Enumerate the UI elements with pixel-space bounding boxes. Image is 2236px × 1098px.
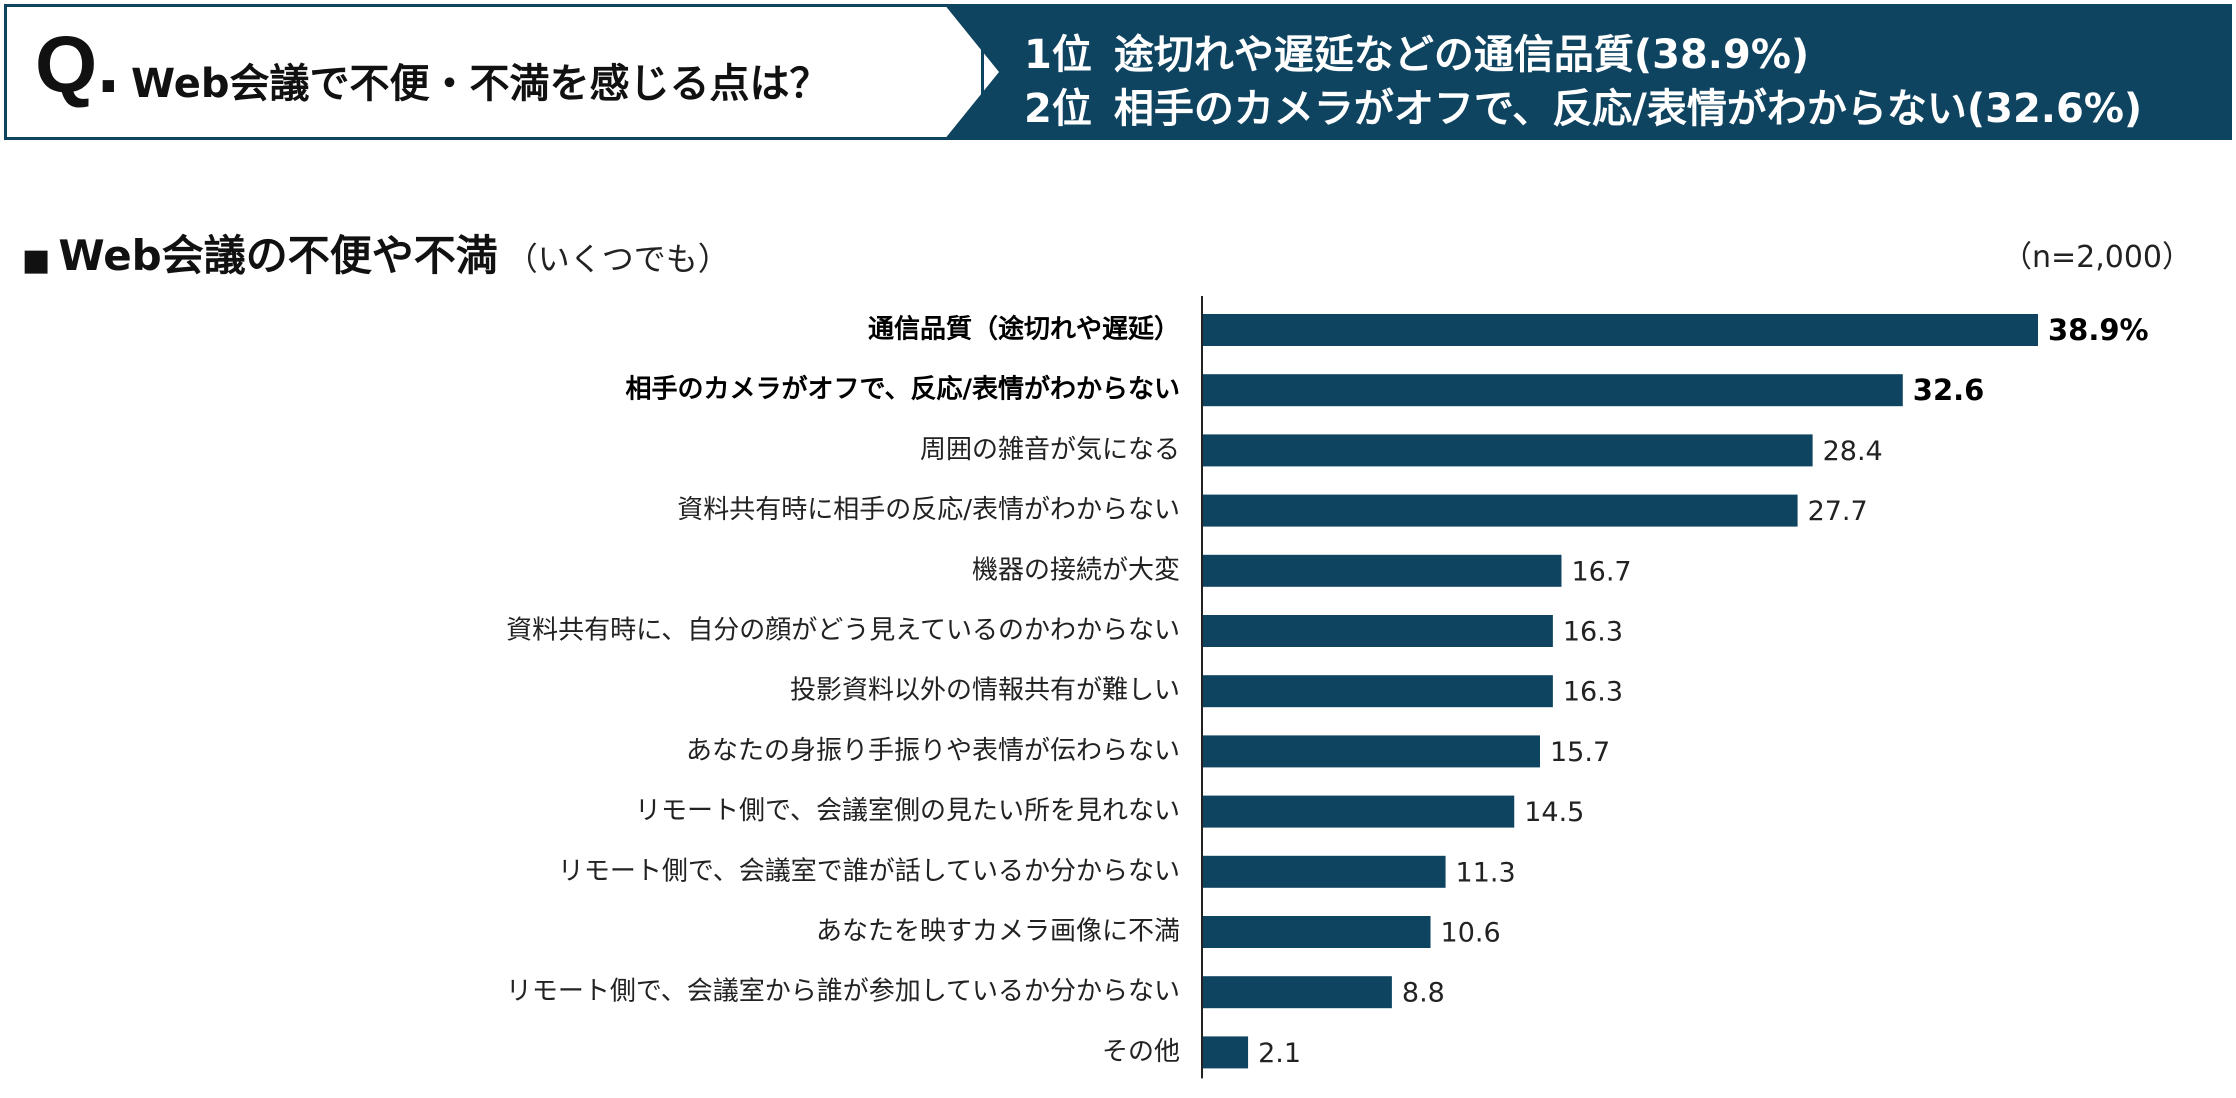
bar [1203, 314, 2038, 346]
bar-chart: 通信品質（途切れや遅延） 38.9% 相手のカメラがオフで、反応/表情がわからない 3… [506, 296, 2149, 1079]
rank-1-line: 1位 途切れや遅延などの通信品質(38.9%) [1024, 22, 1809, 80]
bar [1203, 615, 1553, 647]
value-label: 16.3 [1563, 677, 1623, 708]
bar [1203, 434, 1813, 467]
rank-1-text: 途切れや遅延などの通信品質(38.9%) [1113, 32, 1810, 78]
value-label: 2.1 [1258, 1038, 1301, 1069]
question-box: Q. Web会議で不便・不満を感じる点は？ [4, 4, 984, 140]
bar [1203, 675, 1553, 708]
question-mark: Q. [35, 20, 120, 109]
bar [1203, 1036, 1249, 1069]
category-label: あなたの身振り手振りや表情が伝わらない [686, 736, 1180, 766]
value-label: 15.7 [1550, 737, 1610, 768]
chart-title: ■ Web会議の不便や不満 （いくつでも） [22, 222, 730, 283]
category-label: 相手のカメラがオフで、反応/表情がわからない [626, 374, 1180, 405]
bar [1203, 855, 1446, 888]
category-label: 機器の接続が大変 [972, 555, 1180, 585]
category-label: その他 [1102, 1037, 1180, 1067]
category-label: 資料共有時に相手の反応/表情がわからない [677, 495, 1180, 525]
category-label: 通信品質（途切れや遅延） [868, 314, 1180, 345]
rank-2-label: 2位 [1024, 86, 1092, 132]
square-bullet-icon: ■ [22, 243, 51, 278]
bars-group: 通信品質（途切れや遅延） 38.9% 相手のカメラがオフで、反応/表情がわからない 3… [506, 313, 2149, 1069]
question-header: Q. Web会議で不便・不満を感じる点は？ 1位 途切れや遅延などの通信品質(38… [4, 4, 2232, 140]
value-label: 8.8 [1402, 978, 1445, 1009]
category-label: あなたを映すカメラ画像に不満 [816, 917, 1180, 947]
value-label: 38.9% [2048, 313, 2149, 347]
value-label: 11.3 [1456, 857, 1516, 888]
bar [1203, 554, 1562, 587]
rank-1-label: 1位 [1024, 32, 1092, 78]
bar [1203, 735, 1541, 768]
answer-banner: 1位 途切れや遅延などの通信品質(38.9%) 2位 相手のカメラがオフで、反応/表… [944, 4, 2232, 140]
category-label: 投影資料以外の情報共有が難しい [790, 676, 1180, 706]
value-label: 27.7 [1808, 496, 1868, 527]
bar [1203, 494, 1798, 527]
chart-title-main: Web会議の不便や不満 [58, 231, 498, 280]
value-label: 10.6 [1441, 918, 1501, 949]
value-label: 16.7 [1571, 556, 1631, 587]
bar [1203, 976, 1392, 1009]
value-label: 14.5 [1524, 797, 1584, 828]
question-text: Web会議で不便・不満を感じる点は？ [131, 61, 830, 107]
category-label: 周囲の雑音が気になる [920, 435, 1180, 465]
bar [1203, 916, 1431, 948]
chart-title-subtitle: （いくつでも） [505, 240, 730, 278]
sample-size: （n=2,000） [2001, 240, 2192, 275]
bar [1203, 374, 1903, 407]
category-label: リモート側で、会議室から誰が参加しているか分からない [506, 977, 1180, 1007]
rank-2-text: 相手のカメラがオフで、反応/表情がわからない(32.6%) [1113, 86, 2143, 132]
bar [1203, 795, 1515, 828]
category-label: リモート側で、会議室で誰が話しているか分からない [558, 856, 1180, 886]
value-label: 28.4 [1823, 436, 1883, 467]
rank-2-line: 2位 相手のカメラがオフで、反応/表情がわからない(32.6%) [1024, 76, 2142, 134]
category-label: リモート側で、会議室側の見たい所を見れない [635, 796, 1180, 826]
value-label: 32.6 [1913, 373, 1985, 407]
value-label: 16.3 [1563, 617, 1623, 648]
category-label: 資料共有時に、自分の顔がどう見えているのかわからない [506, 616, 1180, 646]
